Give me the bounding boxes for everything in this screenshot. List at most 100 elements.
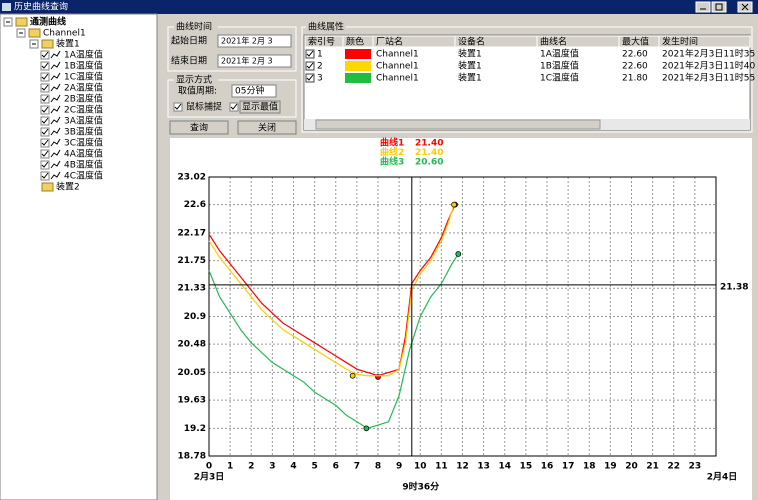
chart: 18.7819.219.6320.0520.4820.921.3321.7522… <box>178 137 749 493</box>
period-value: 05分钟 <box>235 85 264 97</box>
legend-name: 曲线3 <box>380 156 404 168</box>
curve-icon <box>50 138 61 147</box>
x-tick-label: 5 <box>311 462 317 472</box>
x-tick-label: 21 <box>646 462 659 472</box>
tree-item[interactable]: 装置2 <box>56 181 80 193</box>
group-title-bg <box>306 22 346 32</box>
cell: 1B温度值 <box>540 60 579 72</box>
checkbox-label: 显示最值 <box>242 101 278 113</box>
curve-icon <box>50 127 61 136</box>
tree-item[interactable]: 2B温度值 <box>64 93 103 105</box>
x-tick-label: 4 <box>290 462 296 472</box>
y-tick-label: 20.05 <box>178 368 206 378</box>
label: 结束日期 <box>171 55 207 67</box>
minimize-button[interactable] <box>695 1 711 13</box>
tree-item[interactable]: 4C温度值 <box>64 170 103 182</box>
group-title-bg <box>174 22 218 32</box>
tree-item[interactable]: 3C温度值 <box>64 137 103 149</box>
label: 取值周期: <box>178 85 217 97</box>
y-tick-label: 23.02 <box>178 173 206 183</box>
period-select[interactable] <box>231 84 277 98</box>
tree-item[interactable]: Channel1 <box>43 29 86 39</box>
group-title-bg <box>174 75 218 85</box>
check <box>41 95 49 102</box>
x-tick-label: 18 <box>583 462 596 472</box>
check <box>41 128 49 135</box>
group-title: 曲线属性 <box>308 21 344 33</box>
x-tick-label: 3 <box>269 462 275 472</box>
group-box <box>301 26 753 133</box>
button-label: 查询 <box>190 122 208 134</box>
legend-value: 21.40 <box>415 139 443 149</box>
series-line <box>208 253 459 430</box>
y-tick-label: 20.9 <box>184 312 206 322</box>
extreme-marker <box>455 251 462 257</box>
tree-item[interactable]: 3B温度值 <box>64 126 103 138</box>
scroll-thumb[interactable] <box>315 119 601 130</box>
tree-item[interactable]: 3A温度值 <box>64 115 103 127</box>
tree: 通测曲线Channel1装置11A温度值1B温度值1C温度值2A温度值2B温度值… <box>3 16 103 193</box>
curve-icon <box>50 160 61 169</box>
curve-icon <box>50 50 61 59</box>
legend-value: 21.40 <box>415 148 443 158</box>
maximize-button[interactable] <box>711 1 727 13</box>
tree-item[interactable]: 1C温度值 <box>64 71 103 83</box>
x-tick-label: 9 <box>396 462 402 472</box>
x-tick-label: 20 <box>625 462 638 472</box>
column-header-label: 设备名 <box>458 36 485 48</box>
color-swatch <box>345 61 371 71</box>
x-tick-label: 17 <box>562 462 575 472</box>
cell: 2021年2月3日11时40 <box>662 60 756 72</box>
date-picker[interactable] <box>217 34 292 48</box>
column-header[interactable] <box>658 35 751 48</box>
curve-icon <box>50 116 61 125</box>
date-picker[interactable] <box>217 54 292 68</box>
curve-icon <box>50 83 61 92</box>
x-tick-label: 14 <box>498 462 511 472</box>
tree-item[interactable]: 4A温度值 <box>64 148 103 160</box>
group-title: 曲线时间 <box>176 21 212 33</box>
x-end-label: 2月4日 <box>707 472 738 483</box>
check <box>41 150 49 157</box>
folder-icon <box>41 39 54 49</box>
column-header-label: 最大值 <box>622 36 649 48</box>
check <box>306 50 314 57</box>
focus-box <box>239 100 281 114</box>
cell: 2 <box>317 62 323 72</box>
tree-item[interactable]: 2C温度值 <box>64 104 103 116</box>
date-value: 2021年 2月 3 <box>221 56 273 66</box>
tree-item[interactable]: 装置1 <box>56 38 80 50</box>
check <box>41 106 49 113</box>
close-button[interactable] <box>237 120 297 135</box>
tree-item[interactable]: 1A温度值 <box>64 49 103 61</box>
y-tick-label: 19.63 <box>178 396 206 406</box>
window-buttons[interactable] <box>695 1 753 13</box>
cursor-y-label: 21.38 <box>720 282 748 292</box>
extreme-marker <box>451 201 457 208</box>
cell: 22.60 <box>622 62 648 72</box>
y-tick-label: 18.78 <box>178 452 206 462</box>
cell: 装置1 <box>458 60 482 72</box>
column-header-label: 索引号 <box>308 36 335 48</box>
tree-item[interactable]: 通测曲线 <box>30 16 66 28</box>
x-start-label: 2月3日 <box>194 472 225 483</box>
cell: 装置1 <box>458 72 482 84</box>
button-label: 关闭 <box>258 122 276 134</box>
group-title: 显示方式 <box>176 74 212 86</box>
curve-icon <box>50 149 61 158</box>
tree-item[interactable]: 1B温度值 <box>64 60 103 72</box>
y-tick-label: 21.33 <box>178 284 206 294</box>
query-button[interactable] <box>169 120 229 135</box>
y-tick-label: 21.75 <box>178 256 206 266</box>
x-tick-label: 23 <box>689 462 702 472</box>
x-tick-label: 22 <box>667 462 680 472</box>
curve-icon <box>50 72 61 81</box>
column-header-label: 颜色 <box>346 36 364 48</box>
tree-item[interactable]: 4B温度值 <box>64 159 103 171</box>
chart-area <box>170 138 752 500</box>
check <box>41 172 49 179</box>
tree-item[interactable]: 2A温度值 <box>64 82 103 94</box>
y-tick-label: 19.2 <box>184 424 206 434</box>
color-swatch <box>345 73 371 83</box>
